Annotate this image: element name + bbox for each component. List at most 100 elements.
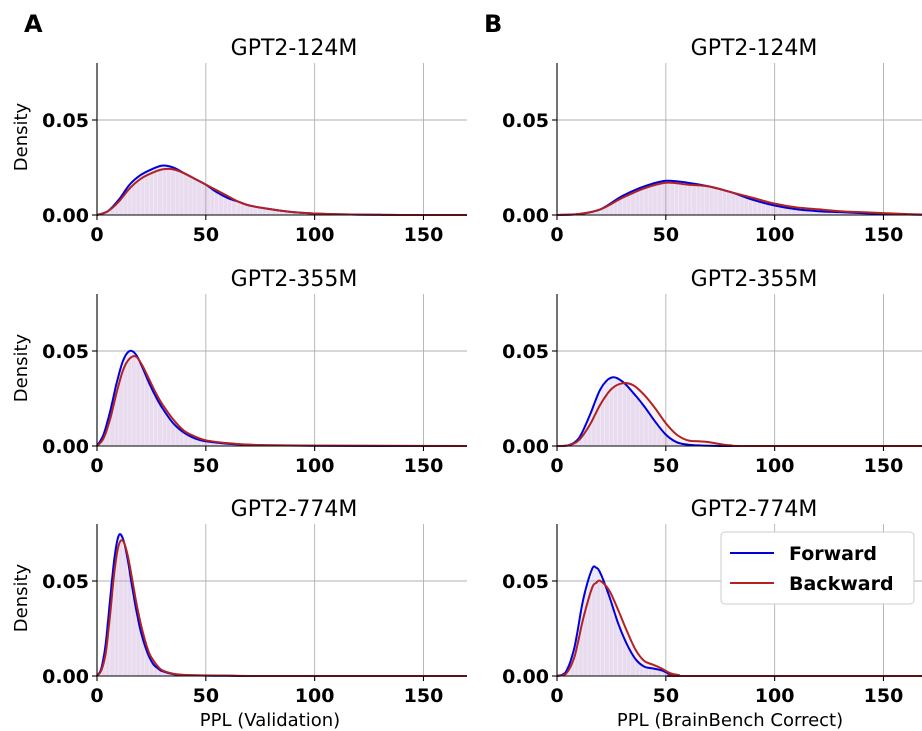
histogram-bar-forward	[792, 208, 797, 215]
histogram-bar-forward	[118, 368, 123, 446]
histogram-bar-backward	[157, 668, 162, 676]
histogram-bar-backward	[626, 635, 631, 676]
histogram-bar-backward	[249, 205, 254, 215]
histogram-bar-backward	[678, 436, 683, 446]
histogram-bar-backward	[617, 614, 622, 676]
histogram-bar-forward	[136, 177, 141, 215]
histogram-bar-backward	[127, 358, 132, 446]
histogram-bar-backward	[114, 392, 119, 446]
histogram-bar-backward	[153, 171, 158, 215]
histogram-bar-backward	[136, 612, 141, 676]
histogram-bar-forward	[214, 192, 219, 215]
chart-panel-2: 0 50 100 150 0.00 0.05 GPT2-124M	[502, 36, 922, 246]
histogram-bar-forward	[105, 419, 110, 446]
histogram-bar-backward	[796, 207, 801, 215]
histogram-bar-backward	[709, 442, 714, 446]
histogram-bar-backward	[105, 634, 110, 676]
histogram-bar-backward	[809, 208, 814, 215]
histogram-bar-forward	[205, 441, 210, 446]
chart-panel-5: 0 50 100 150 0.00 0.05 GPT2-774M Density PPL (Va…	[11, 497, 467, 731]
histogram-bar-backward	[783, 205, 788, 215]
histogram-bar-backward	[652, 185, 657, 215]
histogram-bar-backward	[292, 212, 297, 215]
histogram-bar-forward	[578, 433, 583, 446]
histogram-bar-backward	[123, 366, 128, 446]
histogram-bar-forward	[218, 194, 223, 215]
histogram-bar-backward	[678, 184, 683, 215]
histogram-bar-forward	[613, 199, 618, 215]
histogram-bar-forward	[157, 166, 162, 215]
histogram-bar-backward	[157, 170, 162, 215]
histogram-bar-backward	[149, 383, 154, 446]
histogram-bar-backward	[162, 169, 167, 215]
histogram-bar-forward	[626, 193, 631, 215]
histogram-bar-backward	[153, 392, 158, 446]
histogram-bar-backward	[626, 195, 631, 215]
histogram-bars	[570, 377, 731, 446]
histogram-bar-backward	[652, 408, 657, 446]
histogram-bar-forward	[166, 166, 171, 215]
histogram-bar-backward	[609, 389, 614, 446]
histogram-bar-forward	[153, 396, 158, 446]
histogram-bar-backward	[110, 410, 115, 446]
histogram-bar-forward	[140, 638, 145, 676]
histogram-bar-backward	[596, 209, 601, 215]
histogram-bar-backward	[622, 383, 627, 446]
histogram-bar-forward	[609, 377, 614, 446]
histogram-bar-backward	[596, 581, 601, 676]
histogram-bar-backward	[604, 205, 609, 215]
histogram-bar-forward	[118, 537, 123, 676]
chart-title: GPT2-355M	[691, 267, 818, 292]
histogram-bar-backward	[162, 670, 167, 676]
histogram-bar-backward	[578, 437, 583, 446]
histogram-bar-backward	[570, 661, 575, 676]
histogram-bar-forward	[617, 380, 622, 446]
x-axis-label: PPL (BrainBench Correct)	[617, 710, 843, 731]
density-curve-forward	[96, 533, 467, 678]
histogram-bar-forward	[184, 433, 189, 446]
histogram-bar-backward	[787, 206, 792, 215]
histogram-bar-forward	[127, 351, 132, 446]
histogram-bar-backward	[262, 208, 267, 215]
legend: Forward Backward	[720, 531, 915, 605]
histogram-bar-backward	[657, 184, 662, 215]
histogram-bar-backward	[184, 431, 189, 446]
histogram-bar-forward	[210, 441, 215, 446]
chart-title: GPT2-774M	[691, 497, 818, 522]
histogram-bars	[574, 180, 914, 215]
histogram-bar-forward	[644, 185, 649, 215]
histogram-bar-backward	[131, 589, 136, 676]
histogram-bar-forward	[110, 206, 115, 215]
histogram-bar-forward	[153, 167, 158, 215]
histogram-bar-backward	[210, 441, 215, 446]
histogram-bar-forward	[166, 417, 171, 446]
histogram-bar-forward	[149, 169, 154, 215]
histogram-bar-forward	[639, 664, 644, 676]
histogram-bar-forward	[253, 206, 258, 215]
histogram-bar-forward	[826, 211, 831, 215]
histogram-bar-backward	[583, 431, 588, 446]
histogram-bar-forward	[661, 181, 666, 215]
histogram-bar-backward	[231, 199, 236, 215]
y-axis-label: Density	[11, 563, 32, 632]
histogram-bar-backward	[648, 663, 653, 676]
histogram-bar-backward	[166, 169, 171, 215]
histogram-bar-backward	[617, 199, 622, 215]
histogram-bar-forward	[262, 208, 267, 215]
histogram-bar-backward	[713, 443, 718, 446]
histogram-bar-forward	[123, 190, 128, 215]
histogram-bar-backward	[149, 657, 154, 676]
histogram-bar-forward	[201, 183, 206, 215]
histogram-bar-backward	[205, 185, 210, 215]
histogram-bar-forward	[604, 205, 609, 215]
histogram-bar-backward	[175, 170, 180, 215]
histogram-bar-backward	[253, 206, 258, 215]
histogram-bar-forward	[626, 388, 631, 446]
histogram-bar-forward	[157, 669, 162, 676]
histogram-bar-backward	[622, 196, 627, 215]
histogram-bar-forward	[227, 198, 232, 215]
histogram-bar-forward	[249, 205, 254, 215]
histogram-bar-forward	[648, 415, 653, 446]
histogram-bar-backward	[118, 377, 123, 446]
histogram-bar-backward	[587, 596, 592, 676]
